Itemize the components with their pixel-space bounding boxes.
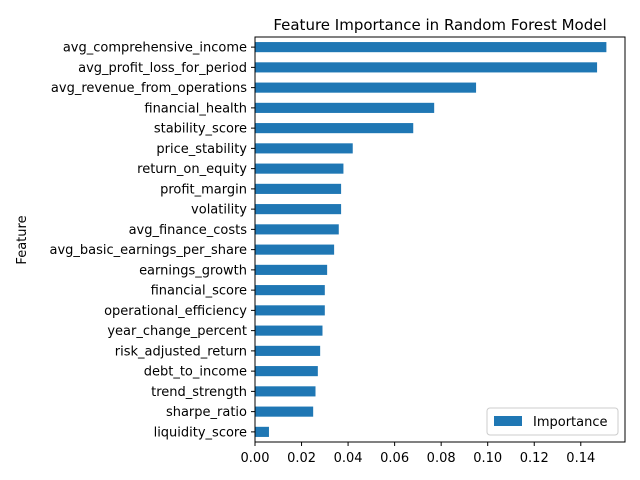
bar-return-on-equity (255, 163, 344, 174)
legend-label: Importance (533, 415, 608, 430)
legend-box (486, 407, 619, 436)
y-tick-label: debt_to_income (144, 365, 247, 380)
y-tick-label: volatility (191, 203, 247, 218)
x-tick-label: 0.00 (241, 451, 270, 466)
y-tick-label: liquidity_score (154, 425, 247, 440)
bar-liquidity-score (255, 426, 269, 437)
chart-title: Feature Importance in Random Forest Mode… (273, 16, 606, 34)
y-tick-label: avg_comprehensive_income (63, 41, 247, 56)
y-tick-label: financial_health (144, 101, 247, 116)
x-tick-label: 0.14 (566, 451, 595, 466)
y-tick-label: avg_basic_earnings_per_share (50, 243, 248, 258)
y-tick-label: sharpe_ratio (166, 405, 247, 420)
x-tick-label: 0.10 (473, 451, 502, 466)
bar-volatility (255, 204, 342, 215)
x-tick-labels: 0.00 0.02 0.04 0.06 0.08 0.10 0.12 0.14 (241, 442, 595, 466)
y-tick-label: avg_finance_costs (129, 223, 248, 238)
bar-year-change-percent (255, 325, 323, 336)
y-tick-label: return_on_equity (137, 162, 247, 177)
y-axis-label: Feature (15, 215, 30, 264)
bar-financial-health (255, 102, 435, 113)
legend: Importance (486, 407, 619, 436)
bar-trend-strength (255, 386, 316, 397)
y-tick-label: operational_efficiency (104, 304, 247, 319)
bar-avg-comprehensive-income (255, 42, 607, 53)
plot-frame (254, 36, 626, 443)
bar-avg-revenue-from-operations (255, 82, 477, 93)
y-tick-label: profit_margin (160, 182, 247, 197)
bar-stability-score (255, 123, 414, 134)
bar-debt-to-income (255, 366, 318, 377)
bar-operational-efficiency (255, 305, 325, 316)
x-tick-label: 0.04 (334, 451, 363, 466)
legend-swatch (494, 416, 522, 426)
y-tick-label: avg_profit_loss_for_period (78, 61, 247, 76)
y-tick-label: risk_adjusted_return (115, 344, 247, 359)
bar-financial-score (255, 285, 325, 296)
x-tick-label: 0.08 (427, 451, 456, 466)
bar-sharpe-ratio (255, 406, 314, 417)
bars-group (255, 42, 607, 437)
x-tick-label: 0.06 (380, 451, 409, 466)
y-tick-label: avg_revenue_from_operations (51, 81, 247, 96)
y-tick-label: year_change_percent (107, 324, 247, 339)
y-tick-labels: avg_comprehensive_income avg_profit_loss_… (50, 41, 255, 440)
bar-earnings-growth (255, 264, 328, 275)
x-tick-label: 0.02 (287, 451, 316, 466)
y-tick-label: price_stability (156, 142, 247, 157)
bar-profit-margin (255, 183, 342, 194)
y-tick-label: earnings_growth (139, 263, 247, 278)
bar-risk-adjusted-return (255, 345, 321, 356)
y-tick-label: trend_strength (151, 385, 247, 400)
bar-avg-finance-costs (255, 224, 339, 235)
y-tick-label: stability_score (154, 122, 247, 137)
bar-avg-profit-loss-for-period (255, 62, 598, 73)
bar-price-stability (255, 143, 353, 154)
y-tick-label: financial_score (151, 284, 247, 299)
x-tick-label: 0.12 (520, 451, 549, 466)
bar-avg-basic-earnings-per-share (255, 244, 335, 255)
